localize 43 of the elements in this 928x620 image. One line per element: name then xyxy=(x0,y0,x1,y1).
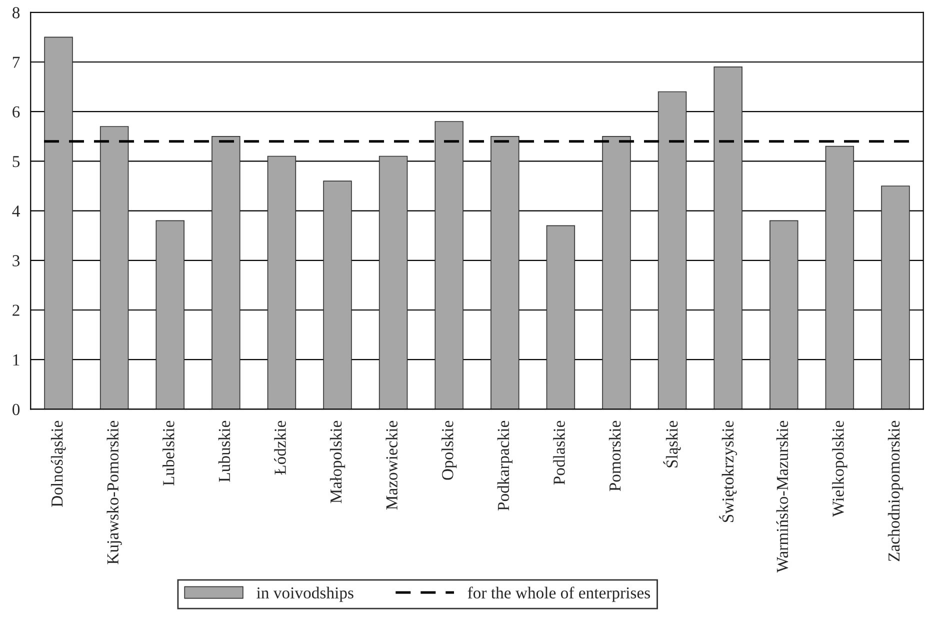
bar xyxy=(44,36,73,410)
bar xyxy=(434,121,464,410)
bar xyxy=(546,225,576,410)
y-tick-label: 7 xyxy=(12,56,20,68)
x-tick-label: Podlaskie xyxy=(553,420,565,485)
bar xyxy=(658,91,687,410)
x-tick-label: Opolskie xyxy=(442,420,457,480)
y-tick-label: 0 xyxy=(12,404,20,416)
bar xyxy=(267,156,296,410)
x-tick-label: Lubuskie xyxy=(218,420,230,482)
x-tick-label: Kujawsko-Pomorskie xyxy=(106,420,122,564)
x-tick-label: Pomorskie xyxy=(608,420,621,492)
bar xyxy=(714,66,742,410)
x-tick-label: Łódzkie xyxy=(274,420,286,475)
x-tick-label: Wielkopolskie xyxy=(832,420,848,517)
legend-label: in voivodships xyxy=(256,586,354,602)
bar xyxy=(825,146,854,410)
x-tick-label: Podkarpackie xyxy=(497,420,512,511)
y-tick-label: 6 xyxy=(12,106,20,118)
y-tick-label: 2 xyxy=(12,304,20,316)
bar xyxy=(156,220,184,410)
x-tick-label: Małopolskie xyxy=(330,420,346,504)
x-tick-label: Śląskie xyxy=(663,420,681,468)
x-tick-label: Mazowieckie xyxy=(386,420,398,510)
x-tick-label: Zachodniopomorskie xyxy=(888,420,904,562)
bar xyxy=(100,126,129,410)
x-tick-label: Warmińsko-Mazurskie xyxy=(776,420,788,573)
bar xyxy=(323,180,352,410)
bar xyxy=(602,136,631,410)
bar xyxy=(212,136,240,410)
y-tick-label: 5 xyxy=(12,156,20,168)
y-tick-label: 8 xyxy=(12,7,20,18)
bar xyxy=(378,156,408,410)
bar xyxy=(881,186,910,410)
legend-label: for the whole of enterprises xyxy=(468,586,650,602)
x-tick-label: Lubelskie xyxy=(162,420,174,486)
bar xyxy=(490,136,520,410)
x-tick-label: Dolnośląskie xyxy=(50,420,66,507)
bar xyxy=(770,220,798,410)
x-tick-label: Świętokrzyskie xyxy=(719,420,737,522)
y-tick-label: 4 xyxy=(12,206,20,217)
y-tick-label: 1 xyxy=(13,354,20,366)
y-tick-label: 3 xyxy=(12,255,20,266)
